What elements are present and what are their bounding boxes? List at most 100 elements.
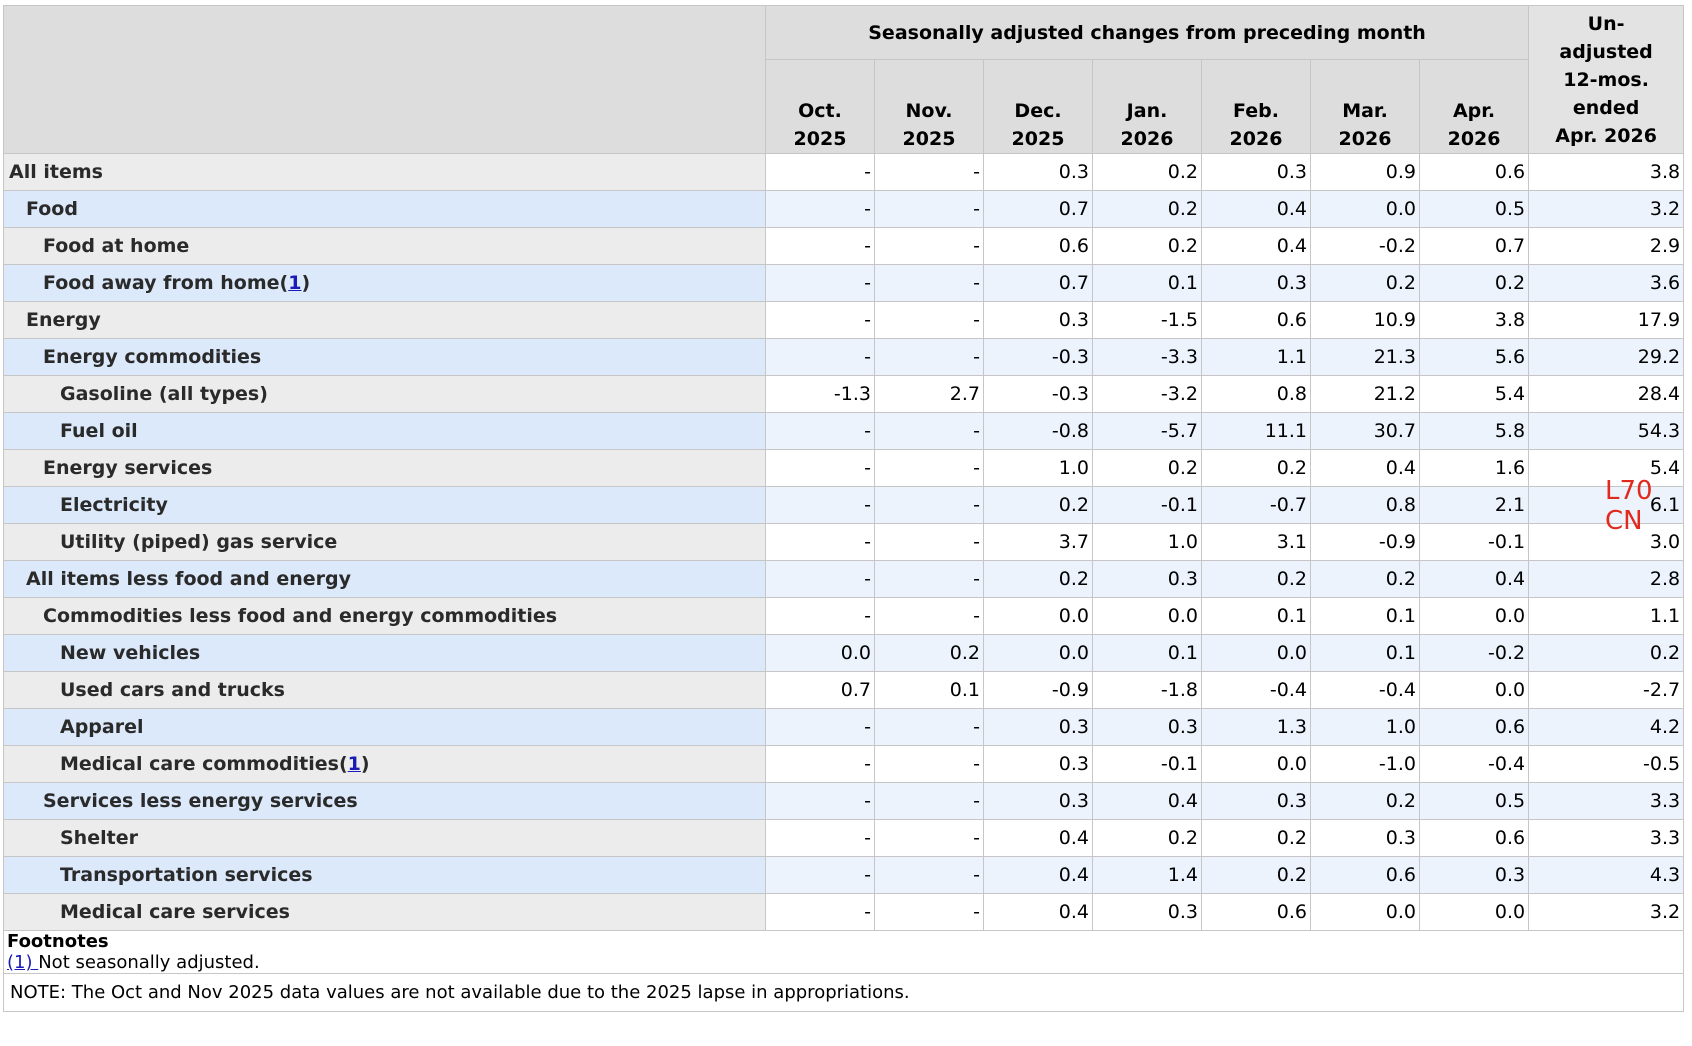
value-cell: - — [874, 227, 984, 265]
period-header: Dec. 2025 — [983, 59, 1093, 154]
value-cell: 0.3 — [1201, 153, 1311, 191]
table-row: All items less food and energy - -0.2 0.3 0.… — [3, 560, 1685, 598]
group-header: Seasonally adjusted changes from precedi… — [764, 5, 1530, 60]
row-label: Energy — [3, 301, 766, 339]
period-month: Dec. — [1014, 100, 1062, 122]
value-cell: - — [765, 264, 875, 302]
footnote-ref-link[interactable]: 1 — [288, 272, 302, 294]
value-cell: 5.4 — [1528, 449, 1685, 487]
value-cell: 0.4 — [1092, 782, 1202, 820]
period-header: Mar. 2026 — [1310, 59, 1420, 154]
value-cell: 0.2 — [1528, 634, 1685, 672]
value-cell: 0.5 — [1418, 782, 1530, 820]
value-cell: 0.7 — [765, 671, 875, 709]
value-cell: 29.2 — [1528, 338, 1685, 376]
cpi-table: Seasonally adjusted changes from precedi… — [2, 5, 1685, 1012]
period-month: Mar. — [1342, 100, 1388, 122]
value-cell: -0.7 — [1201, 486, 1311, 524]
table-row: Commodities less food and energy commodi… — [3, 597, 1685, 635]
value-cell: -0.9 — [983, 671, 1093, 709]
table-row: Food away from home(1) - -0.7 0.1 0.3 0.2 0.2 3… — [3, 264, 1685, 302]
value-cell: - — [765, 597, 875, 635]
value-cell: -0.3 — [983, 338, 1093, 376]
value-cell: 5.4 — [1418, 375, 1530, 413]
table-footer: Footnotes (1) Not seasonally adjusted. N… — [2, 930, 1685, 1012]
unadjusted-line: 12-mos. — [1563, 68, 1649, 91]
footnote-text: Not seasonally adjusted. — [38, 952, 260, 973]
value-cell: - — [874, 745, 984, 783]
value-cell: 0.2 — [1310, 782, 1420, 820]
row-label: Energy services — [3, 449, 766, 487]
value-cell: 1.0 — [1092, 523, 1202, 561]
value-cell: -5.7 — [1092, 412, 1202, 450]
row-label: Utility (piped) gas service — [3, 523, 766, 561]
value-cell: - — [874, 486, 984, 524]
value-cell: 0.2 — [1092, 153, 1202, 191]
value-cell: 1.3 — [1201, 708, 1311, 746]
row-label-text: Used cars and trucks — [60, 679, 285, 701]
value-cell: 0.8 — [1310, 486, 1420, 524]
period-header-row: Oct. 2025 Nov. 2025 Dec. 2025 Jan. 2026 Feb. 2026… — [4, 59, 1684, 154]
table-row: Utility (piped) gas service - -3.7 1.0 3.1 -0… — [3, 523, 1685, 561]
value-cell: 0.1 — [1201, 597, 1311, 635]
row-label: Used cars and trucks — [3, 671, 766, 709]
footnote-ref-link[interactable]: 1 — [347, 753, 361, 775]
value-cell: 0.6 — [983, 227, 1093, 265]
value-cell: - — [874, 153, 984, 191]
value-cell: -0.5 — [1528, 745, 1685, 783]
value-cell: 11.1 — [1201, 412, 1311, 450]
value-cell: -0.2 — [1418, 634, 1530, 672]
value-cell: -0.1 — [1092, 745, 1202, 783]
value-cell: 17.9 — [1528, 301, 1685, 339]
value-cell: - — [874, 819, 984, 857]
value-cell: 0.4 — [983, 856, 1093, 894]
row-label-text: Gasoline (all types) — [60, 383, 268, 405]
value-cell: -0.4 — [1310, 671, 1420, 709]
table-row: Energy services - -1.0 0.2 0.2 0.4 1.6 5.4 — [3, 449, 1685, 487]
row-label: Commodities less food and energy commodi… — [3, 597, 766, 635]
value-cell: -1.8 — [1092, 671, 1202, 709]
row-label-text: All items — [9, 161, 103, 183]
row-label-text: Fuel oil — [60, 420, 138, 442]
value-cell: 6.1 — [1528, 486, 1685, 524]
period-month: Jan. — [1126, 100, 1168, 122]
period-month: Apr. — [1452, 100, 1496, 122]
value-cell: 0.0 — [765, 634, 875, 672]
row-label-text: Energy commodities — [43, 346, 262, 368]
row-label: New vehicles — [3, 634, 766, 672]
value-cell: -0.1 — [1092, 486, 1202, 524]
value-cell: 0.2 — [983, 560, 1093, 598]
value-cell: 0.2 — [1201, 819, 1311, 857]
value-cell: 0.3 — [983, 708, 1093, 746]
value-cell: 0.3 — [1092, 893, 1202, 931]
row-label-text: Energy services — [43, 457, 213, 479]
value-cell: - — [874, 412, 984, 450]
row-label-text: Food — [26, 198, 78, 220]
value-cell: 0.1 — [1092, 264, 1202, 302]
value-cell: -0.4 — [1418, 745, 1530, 783]
value-cell: - — [765, 782, 875, 820]
period-year: 2025 — [902, 128, 956, 150]
value-cell: 0.2 — [983, 486, 1093, 524]
table-row: Used cars and trucks 0.7 0.1 -0.9 -1.8 -0.4 -0… — [3, 671, 1685, 709]
table-row: New vehicles 0.0 0.2 0.0 0.1 0.0 0.1 -0.2 0.2 — [3, 634, 1685, 672]
value-cell: 2.1 — [1418, 486, 1530, 524]
footnote-item: (1) Not seasonally adjusted. — [7, 952, 1680, 973]
value-cell: 1.1 — [1528, 597, 1685, 635]
value-cell: 0.0 — [1310, 893, 1420, 931]
row-label: Transportation services — [3, 856, 766, 894]
unadjusted-line: adjusted — [1559, 40, 1653, 63]
footnote-link[interactable]: (1) — [7, 952, 39, 973]
value-cell: -1.5 — [1092, 301, 1202, 339]
value-cell: 4.3 — [1528, 856, 1685, 894]
value-cell: 0.3 — [983, 745, 1093, 783]
table-row: Apparel - -0.3 0.3 1.3 1.0 0.6 4.2 — [3, 708, 1685, 746]
table-row: Medical care commodities(1) - -0.3 -0.1 0.0-… — [3, 745, 1685, 783]
row-label-text: Services less energy services — [43, 790, 358, 812]
row-label-text: Food at home — [43, 235, 190, 257]
value-cell: 0.6 — [1310, 856, 1420, 894]
period-header: Oct. 2025 — [765, 59, 875, 154]
footnotes-cell: Footnotes (1) Not seasonally adjusted. — [2, 930, 1685, 974]
value-cell: 3.1 — [1201, 523, 1311, 561]
row-label-text: Transportation services — [60, 864, 313, 886]
